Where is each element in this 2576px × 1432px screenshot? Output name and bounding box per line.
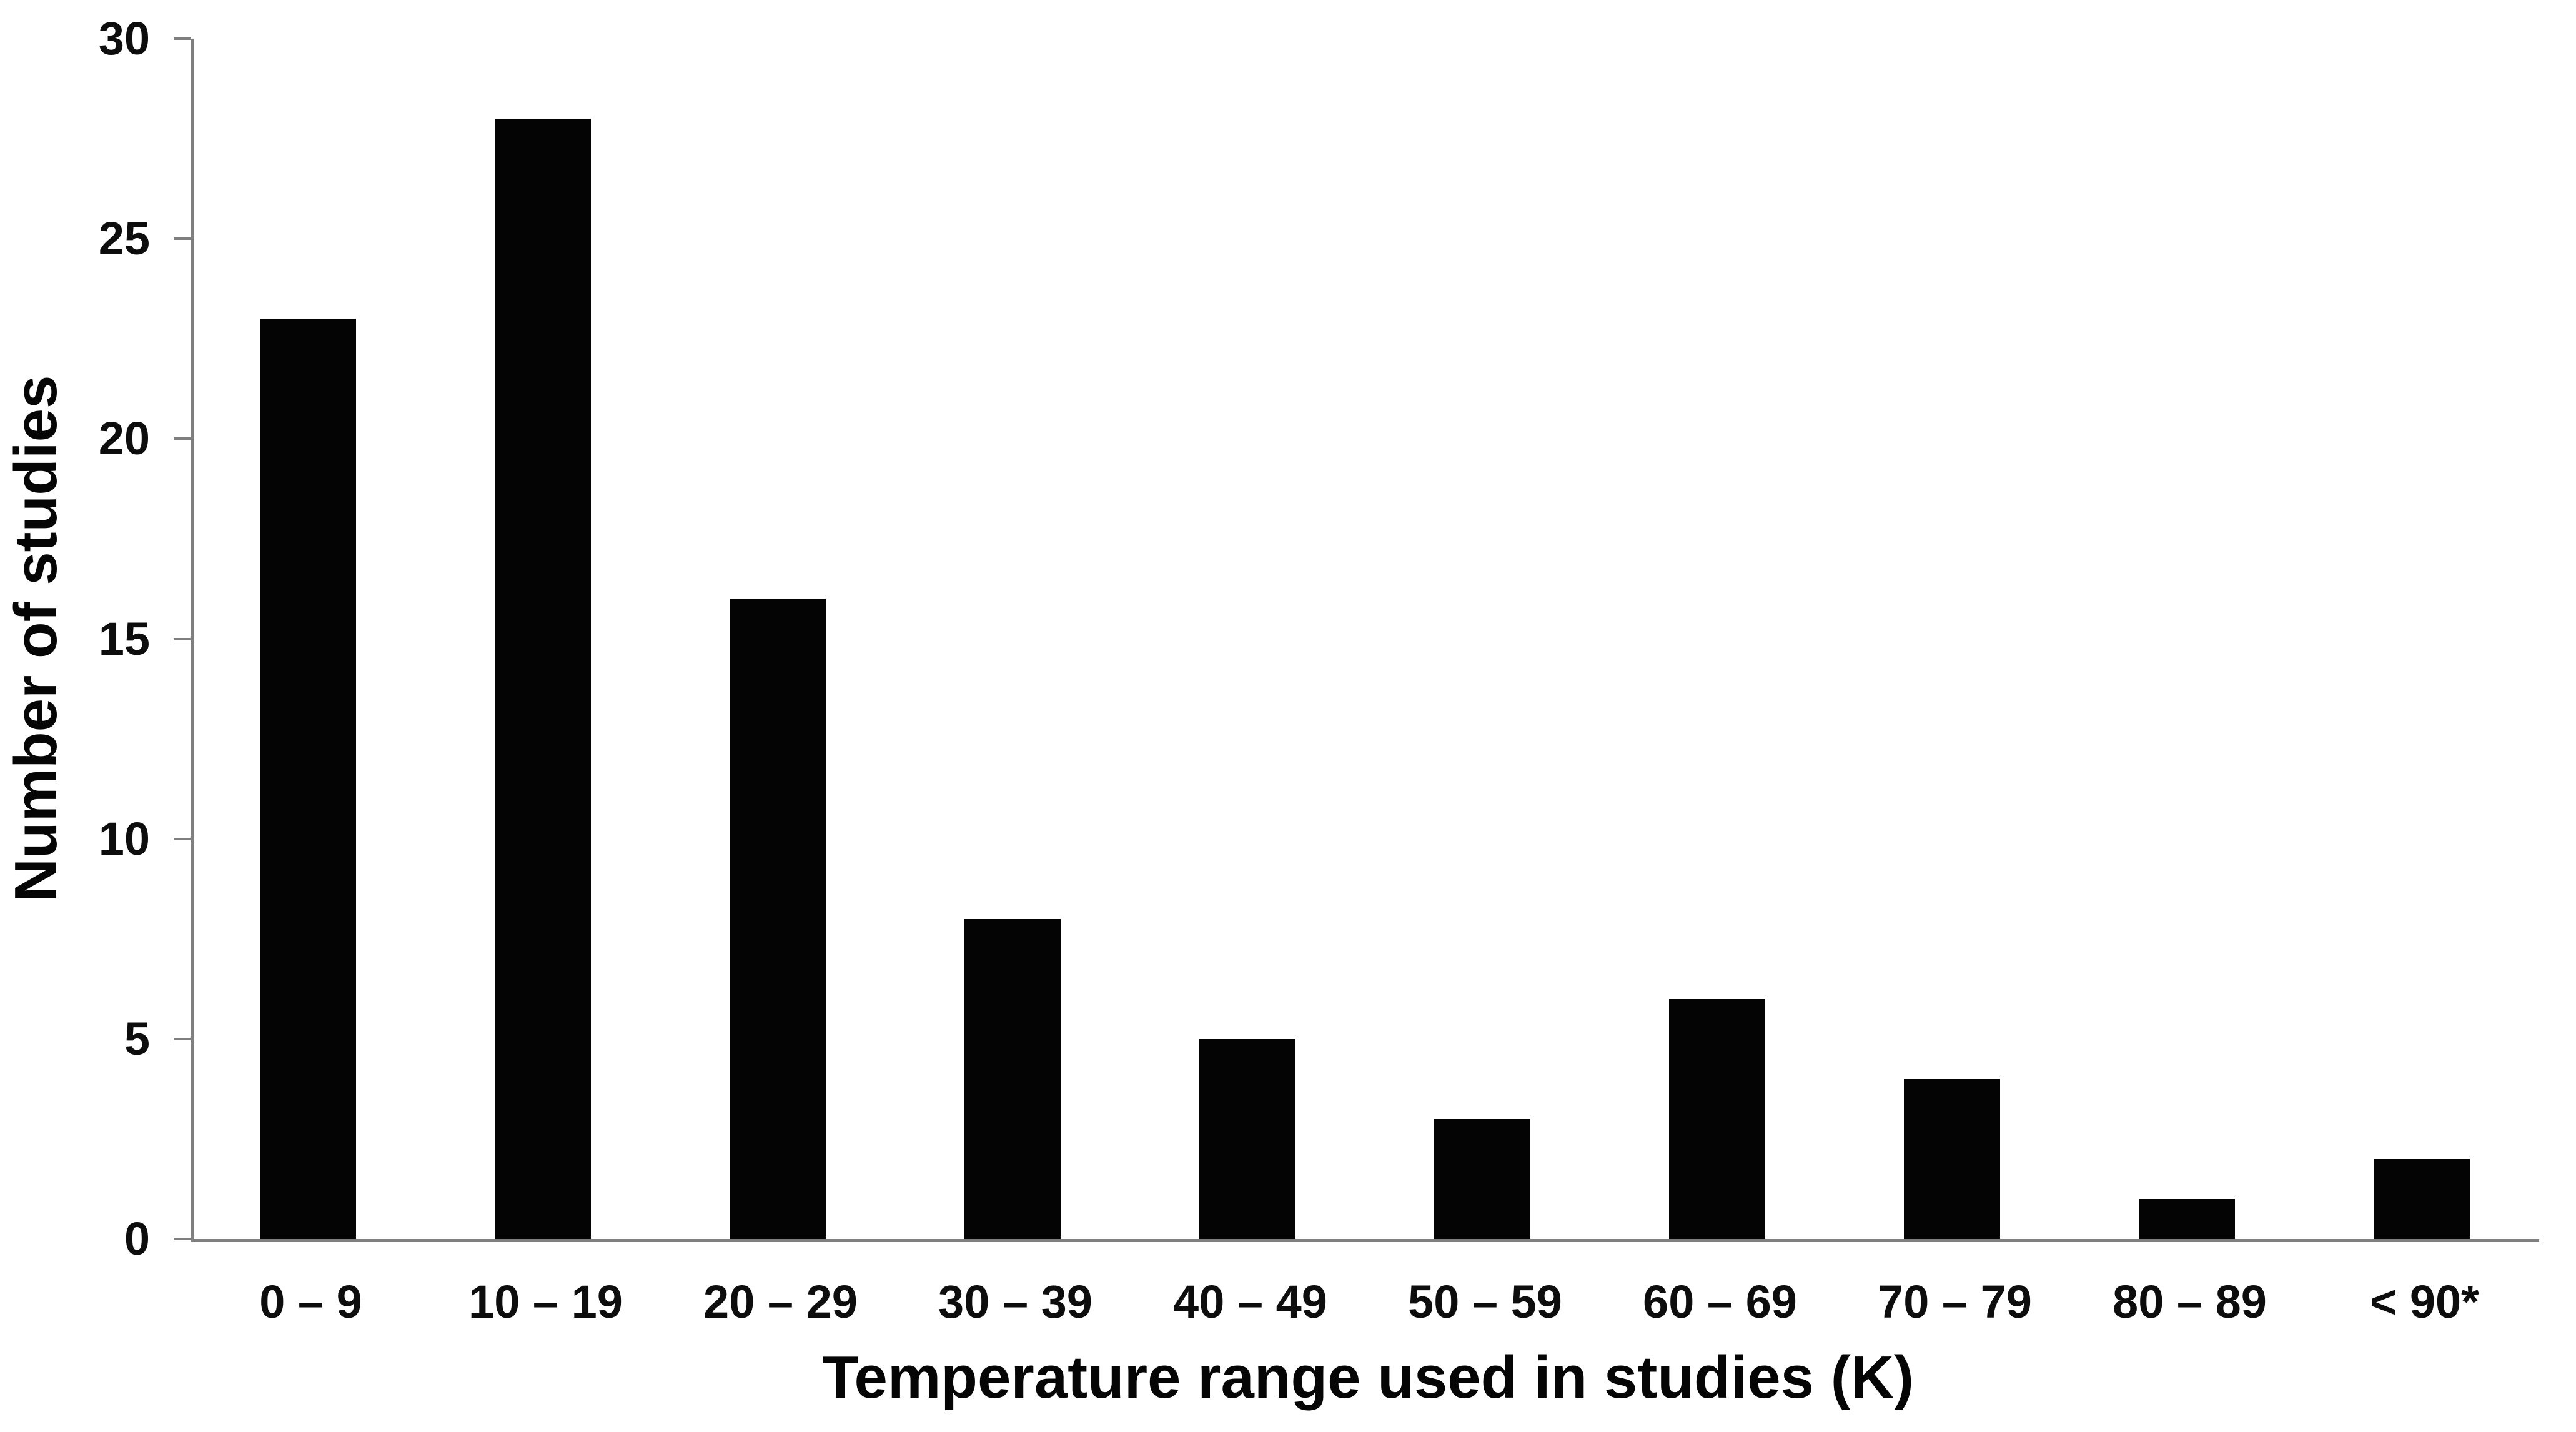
x-axis-title: Temperature range used in studies (K) <box>822 1344 1914 1411</box>
x-category-label: 50 – 59 <box>1408 1276 1562 1328</box>
x-axis-line <box>191 1239 2539 1242</box>
y-tick-label: 30 <box>98 12 150 64</box>
x-category-label: 80 – 89 <box>2113 1276 2267 1328</box>
x-category-label: 20 – 29 <box>703 1276 858 1328</box>
y-tick-label: 15 <box>98 613 150 665</box>
y-tick-mark <box>174 37 191 40</box>
y-tick-mark <box>174 1238 191 1240</box>
bar-60-69 <box>1669 999 1765 1239</box>
bar-20-29 <box>730 599 826 1239</box>
x-category-label: 10 – 19 <box>468 1276 623 1328</box>
x-category-label: < 90* <box>2370 1276 2479 1328</box>
bar--90- <box>2374 1159 2470 1239</box>
x-category-label: 70 – 79 <box>1878 1276 2032 1328</box>
bar-80-89 <box>2139 1199 2235 1239</box>
y-tick-mark <box>174 638 191 640</box>
y-tick-label: 10 <box>98 813 150 865</box>
bar-10-19 <box>495 119 591 1239</box>
y-tick-label: 25 <box>98 212 150 264</box>
x-category-label: 30 – 39 <box>938 1276 1092 1328</box>
x-category-label: 40 – 49 <box>1173 1276 1327 1328</box>
y-tick-mark <box>174 838 191 840</box>
plot-area <box>191 39 2539 1242</box>
y-tick-mark <box>174 437 191 440</box>
bar-0-9 <box>260 319 356 1239</box>
y-tick-label: 0 <box>124 1213 150 1265</box>
bar-30-39 <box>964 919 1061 1239</box>
y-tick-label: 20 <box>98 412 150 464</box>
x-category-label: 60 – 69 <box>1643 1276 1797 1328</box>
bar-70-79 <box>1904 1079 2000 1239</box>
y-tick-mark <box>174 237 191 240</box>
y-tick-label: 5 <box>124 1013 150 1065</box>
y-axis-line <box>191 39 194 1239</box>
y-tick-mark <box>174 1038 191 1040</box>
x-category-label: 0 – 9 <box>259 1276 362 1328</box>
bar-40-49 <box>1199 1039 1295 1239</box>
bar-50-59 <box>1434 1119 1530 1239</box>
